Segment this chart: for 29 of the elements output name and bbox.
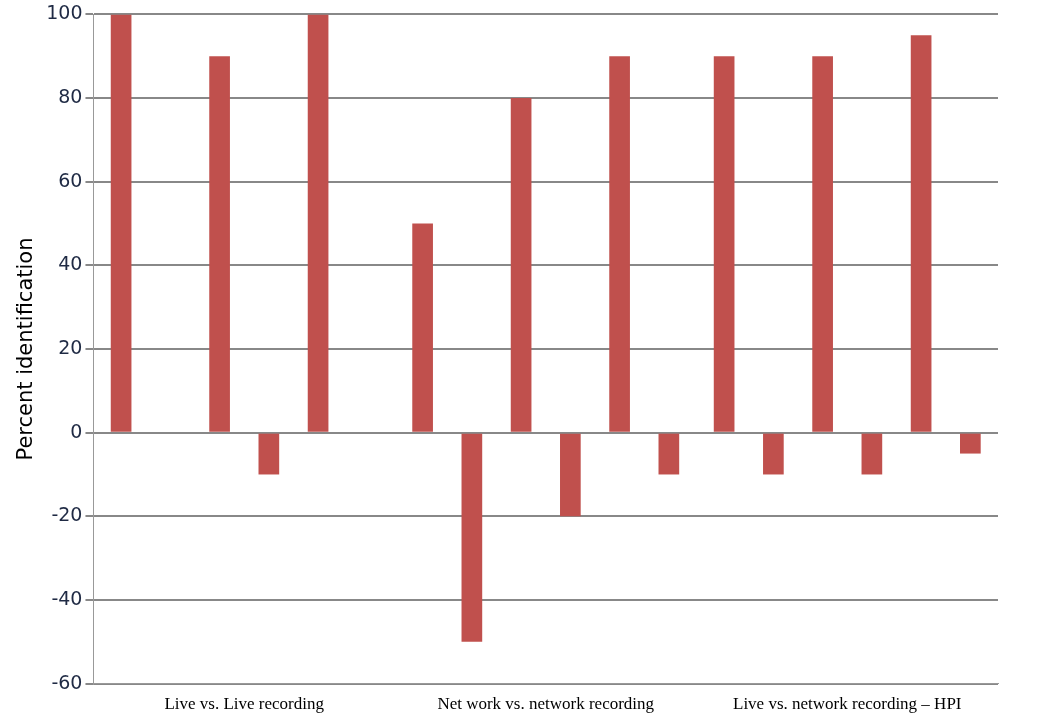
y-tick-label: 20 xyxy=(58,335,83,358)
x-tick-label: Net work vs. network recording xyxy=(437,694,655,714)
bar xyxy=(609,56,630,432)
bar xyxy=(658,433,680,475)
bar xyxy=(763,433,784,475)
bar xyxy=(110,14,132,432)
bar xyxy=(209,56,230,432)
y-tick-label: 40 xyxy=(58,252,83,275)
bar xyxy=(412,223,433,432)
bar xyxy=(461,433,483,642)
y-tick-label: 80 xyxy=(58,84,83,107)
bar xyxy=(560,433,581,517)
y-tick-label: 100 xyxy=(46,1,83,24)
bar xyxy=(307,14,329,432)
bar xyxy=(910,35,932,432)
bar xyxy=(713,56,735,432)
bar xyxy=(812,56,833,432)
y-tick-label: 0 xyxy=(70,419,83,442)
bar xyxy=(258,433,280,475)
x-tick-label: Live vs. Live recording xyxy=(164,694,325,714)
bar xyxy=(960,433,981,454)
y-tick-label: -60 xyxy=(51,670,83,693)
y-axis-title: Percent identification xyxy=(13,237,38,461)
y-tick-label: 60 xyxy=(58,168,83,191)
bar xyxy=(510,98,532,432)
y-tick-label: -20 xyxy=(51,503,83,526)
bar xyxy=(861,433,883,475)
y-tick-label: -40 xyxy=(51,586,83,609)
x-tick-label: Live vs. network recording – HPI xyxy=(732,694,962,714)
